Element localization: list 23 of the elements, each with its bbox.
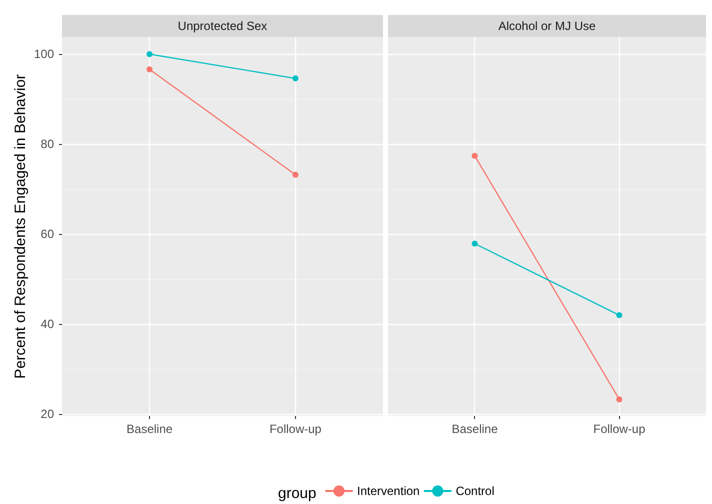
legend-label: Control xyxy=(456,484,494,498)
y-axis-title: Percent of Respondents Engaged in Behavior xyxy=(12,74,29,379)
chart-title: Unprotected Sex xyxy=(62,15,383,37)
y-tick-label: 80 xyxy=(40,137,54,152)
point xyxy=(616,396,622,402)
x-tick-label: Baseline xyxy=(452,422,498,436)
legend-title: group xyxy=(278,485,316,502)
y-tick-label: 40 xyxy=(40,317,54,332)
y-tick-label: 100 xyxy=(34,47,54,62)
x-tick-label: Baseline xyxy=(126,422,173,436)
point xyxy=(292,172,298,178)
point xyxy=(146,66,153,72)
point xyxy=(292,75,298,82)
y-tick-label: 60 xyxy=(40,227,54,242)
y-tick-label: 20 xyxy=(40,407,54,422)
point xyxy=(472,240,478,247)
chart-title: Alcohol or MJ Use xyxy=(388,15,706,37)
point xyxy=(616,312,622,318)
x-tick-label: Follow-up xyxy=(593,422,646,436)
point xyxy=(472,152,478,159)
point xyxy=(146,51,153,58)
legend-label: Intervention xyxy=(357,484,420,498)
x-tick-label: Follow-up xyxy=(269,422,322,436)
